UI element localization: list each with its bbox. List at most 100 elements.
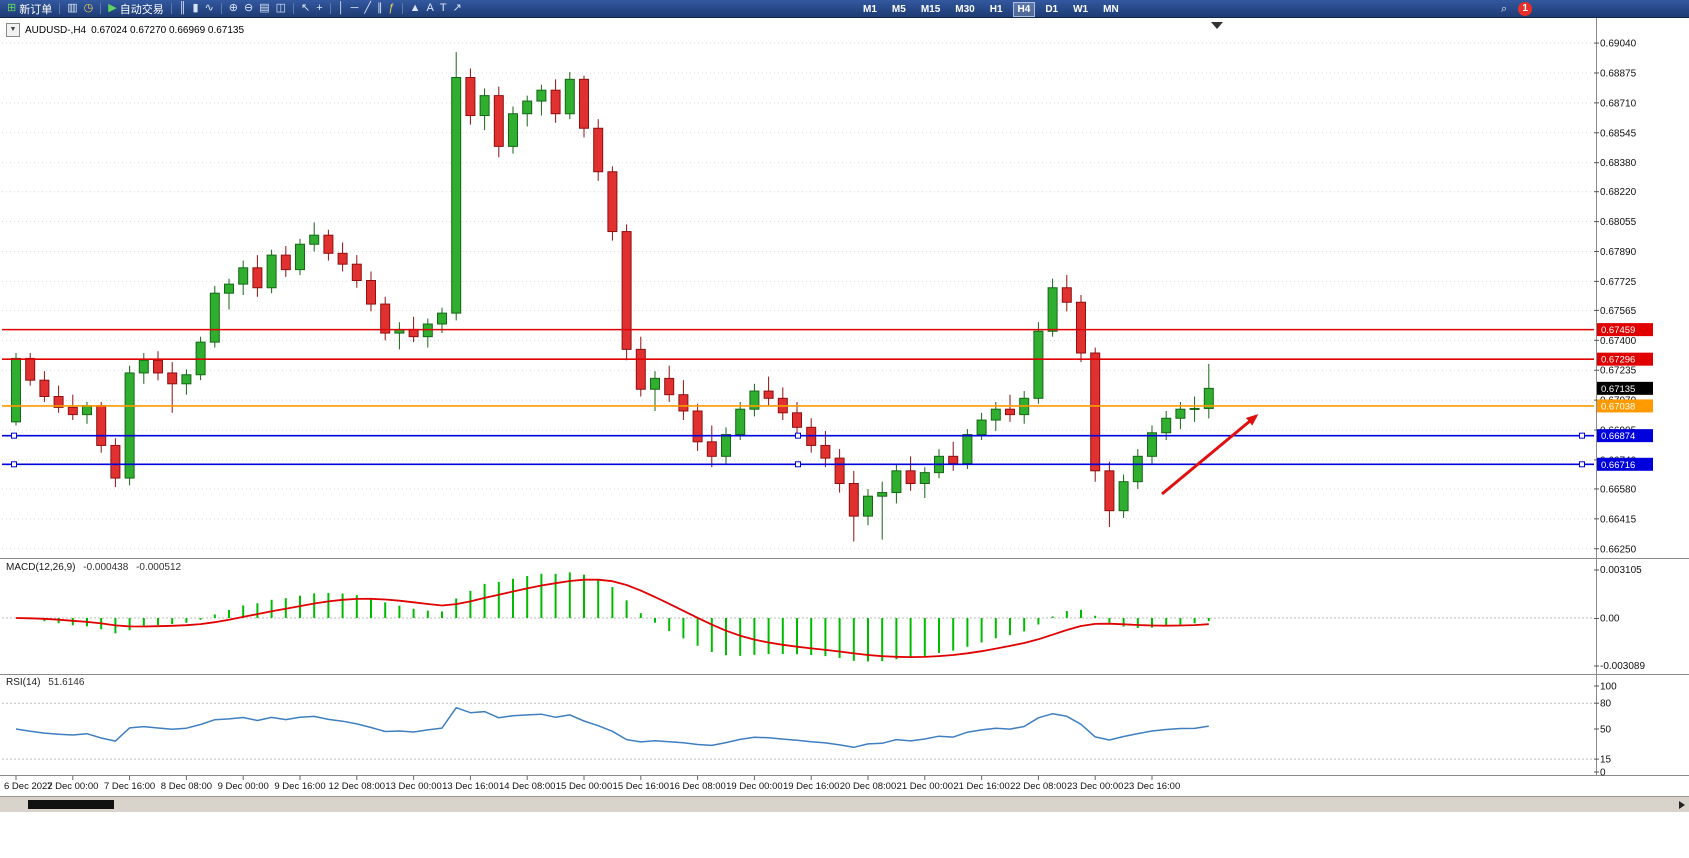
line-handle[interactable]	[1579, 432, 1585, 439]
time-axis-label: 7 Dec 00:00	[47, 781, 98, 792]
candle-body	[479, 95, 490, 117]
notification-badge[interactable]: 1	[1518, 2, 1533, 16]
line-handle[interactable]	[1579, 461, 1585, 468]
timeframe-m15-button[interactable]: M15	[920, 3, 941, 15]
tile-windows-button[interactable]: ▤	[256, 1, 272, 17]
horizontal-scrollbar[interactable]	[0, 796, 1689, 812]
price-axis-label: 0.67235	[1600, 366, 1637, 377]
line-handle[interactable]	[795, 461, 801, 468]
line-price-badge-label: 0.66716	[1601, 460, 1635, 471]
cursor-tool-button[interactable]: ↖	[298, 1, 313, 17]
trendline-button[interactable]: ╱	[361, 1, 374, 17]
timeframe-h1-button[interactable]: H1	[989, 3, 1003, 15]
line-handle[interactable]	[795, 432, 801, 439]
macd-signal-value: -0.000512	[136, 562, 182, 573]
macd-axis-label: 0.003105	[1600, 565, 1642, 576]
bar-chart-button[interactable]: ║	[176, 1, 190, 17]
market-watch-button[interactable]: ▥	[64, 1, 80, 17]
candle-body	[25, 357, 36, 381]
candle-body	[692, 410, 703, 443]
candle-body	[593, 127, 604, 173]
timeframe-w1-button[interactable]: W1	[1073, 3, 1089, 15]
auto-trading-button[interactable]: ▶ 自动交易	[105, 1, 166, 17]
candle-chart-button[interactable]: ▮	[190, 1, 202, 17]
price-axis-label: 0.68545	[1600, 128, 1637, 139]
candle-body	[167, 372, 178, 385]
price-axis-label: 0.67565	[1600, 306, 1637, 317]
timeframe-m1-button[interactable]: M1	[863, 3, 877, 15]
timeframe-m5-button[interactable]: M5	[891, 3, 906, 15]
candle-body	[650, 377, 660, 390]
candle-body	[664, 377, 675, 396]
price-axis-label: 0.66415	[1600, 514, 1637, 525]
trendline-icon: ╱	[364, 2, 371, 14]
timeframe-h4-button[interactable]: H4	[1012, 1, 1036, 17]
new-order-button[interactable]: ⊞ 新订单	[4, 1, 55, 17]
vertical-line-button[interactable]: │	[335, 1, 348, 17]
search-button[interactable]: ⌕	[1498, 1, 1510, 17]
candle-body	[67, 406, 78, 416]
zoom-out-icon: ⊖	[244, 2, 254, 14]
price-axis-label: 0.68710	[1600, 98, 1637, 109]
macd-axis-label: 0.00	[1600, 614, 1620, 625]
scroll-right-icon[interactable]	[1679, 801, 1685, 809]
candle-body	[11, 357, 21, 423]
candle-body	[82, 405, 92, 416]
candle-body	[792, 412, 802, 428]
zoom-out-button[interactable]: ⊖	[241, 1, 256, 17]
chart-canvas[interactable]: 0.69040 0.68875 0.68710 0.68545 0.68380 0.682…	[0, 18, 1689, 858]
price-axis-label: 0.67725	[1600, 277, 1637, 288]
line-price-badge	[1597, 457, 1653, 471]
price-axis-label: 0.68220	[1600, 187, 1637, 198]
candle-body	[1118, 481, 1129, 512]
scrollbar-thumb[interactable]	[28, 800, 114, 809]
arrow-tool-button[interactable]: ↗	[450, 1, 465, 17]
candle-body	[678, 394, 689, 412]
time-axis-label: 15 Dec 16:00	[613, 781, 670, 792]
toolbar-separator	[100, 3, 102, 14]
candle-body	[1132, 455, 1143, 483]
candle-body	[465, 77, 476, 117]
crosshair-icon: +	[316, 2, 323, 14]
price-axis-label: 0.68055	[1600, 217, 1637, 228]
macd-main-value: -0.000438	[83, 562, 129, 573]
crosshair-tool-button[interactable]: +	[313, 1, 325, 17]
candle-body	[1175, 408, 1186, 419]
channel-button[interactable]: ∥	[374, 1, 386, 17]
candle-body	[181, 374, 192, 385]
new-order-label: 新订单	[19, 3, 53, 16]
text-label-button[interactable]: T	[437, 1, 450, 17]
line-chart-button[interactable]: ∿	[202, 1, 217, 17]
horizontal-line-button[interactable]: ─	[348, 1, 362, 17]
time-axis-label: 21 Dec 00:00	[897, 781, 954, 792]
line-handle[interactable]	[11, 461, 17, 468]
line-handle[interactable]	[11, 432, 17, 439]
timeframe-mn-button[interactable]: MN	[1103, 3, 1119, 15]
horizontal-line-icon: ─	[350, 2, 359, 14]
fibonacci-button[interactable]: ƒ	[385, 1, 397, 17]
shapes-button[interactable]: ▲	[407, 1, 424, 17]
timeframe-m30-button[interactable]: M30	[955, 3, 975, 15]
candle-body	[749, 390, 760, 410]
time-axis-label: 19 Dec 16:00	[783, 781, 840, 792]
zoom-in-button[interactable]: ⊕	[226, 1, 241, 17]
candle-body	[138, 359, 149, 374]
line-price-badge-label: 0.67459	[1601, 325, 1635, 336]
chart-dropdown-icon[interactable]: ▼	[6, 23, 20, 37]
rsi-line	[15, 706, 1209, 749]
arrow-annotation[interactable]	[1161, 414, 1259, 496]
vertical-line-icon: │	[337, 2, 345, 14]
rsi-axis-label: 0	[1600, 768, 1606, 779]
current-price-badge-label: 0.67135	[1601, 384, 1635, 395]
text-tool-button[interactable]: A	[424, 1, 437, 17]
cascade-windows-button[interactable]: ◫	[273, 1, 289, 17]
history-center-button[interactable]: ◷	[81, 1, 97, 17]
shift-marker-icon[interactable]	[1211, 22, 1223, 29]
candle-body	[1005, 408, 1015, 416]
chart-panel: 0.69040 0.68875 0.68710 0.68545 0.68380 0.682…	[0, 18, 1689, 858]
timeframe-d1-button[interactable]: D1	[1045, 3, 1059, 15]
main-toolbar: ⊞ 新订单 ▥ ◷ ▶ 自动交易 ║ ▮ ∿ ⊕ ⊖ ▤ ◫ ↖ + │ ─ ╱…	[0, 0, 1689, 18]
candle-body	[1189, 407, 1200, 410]
price-axis-label: 0.68875	[1600, 68, 1637, 79]
candle-body	[948, 455, 959, 465]
